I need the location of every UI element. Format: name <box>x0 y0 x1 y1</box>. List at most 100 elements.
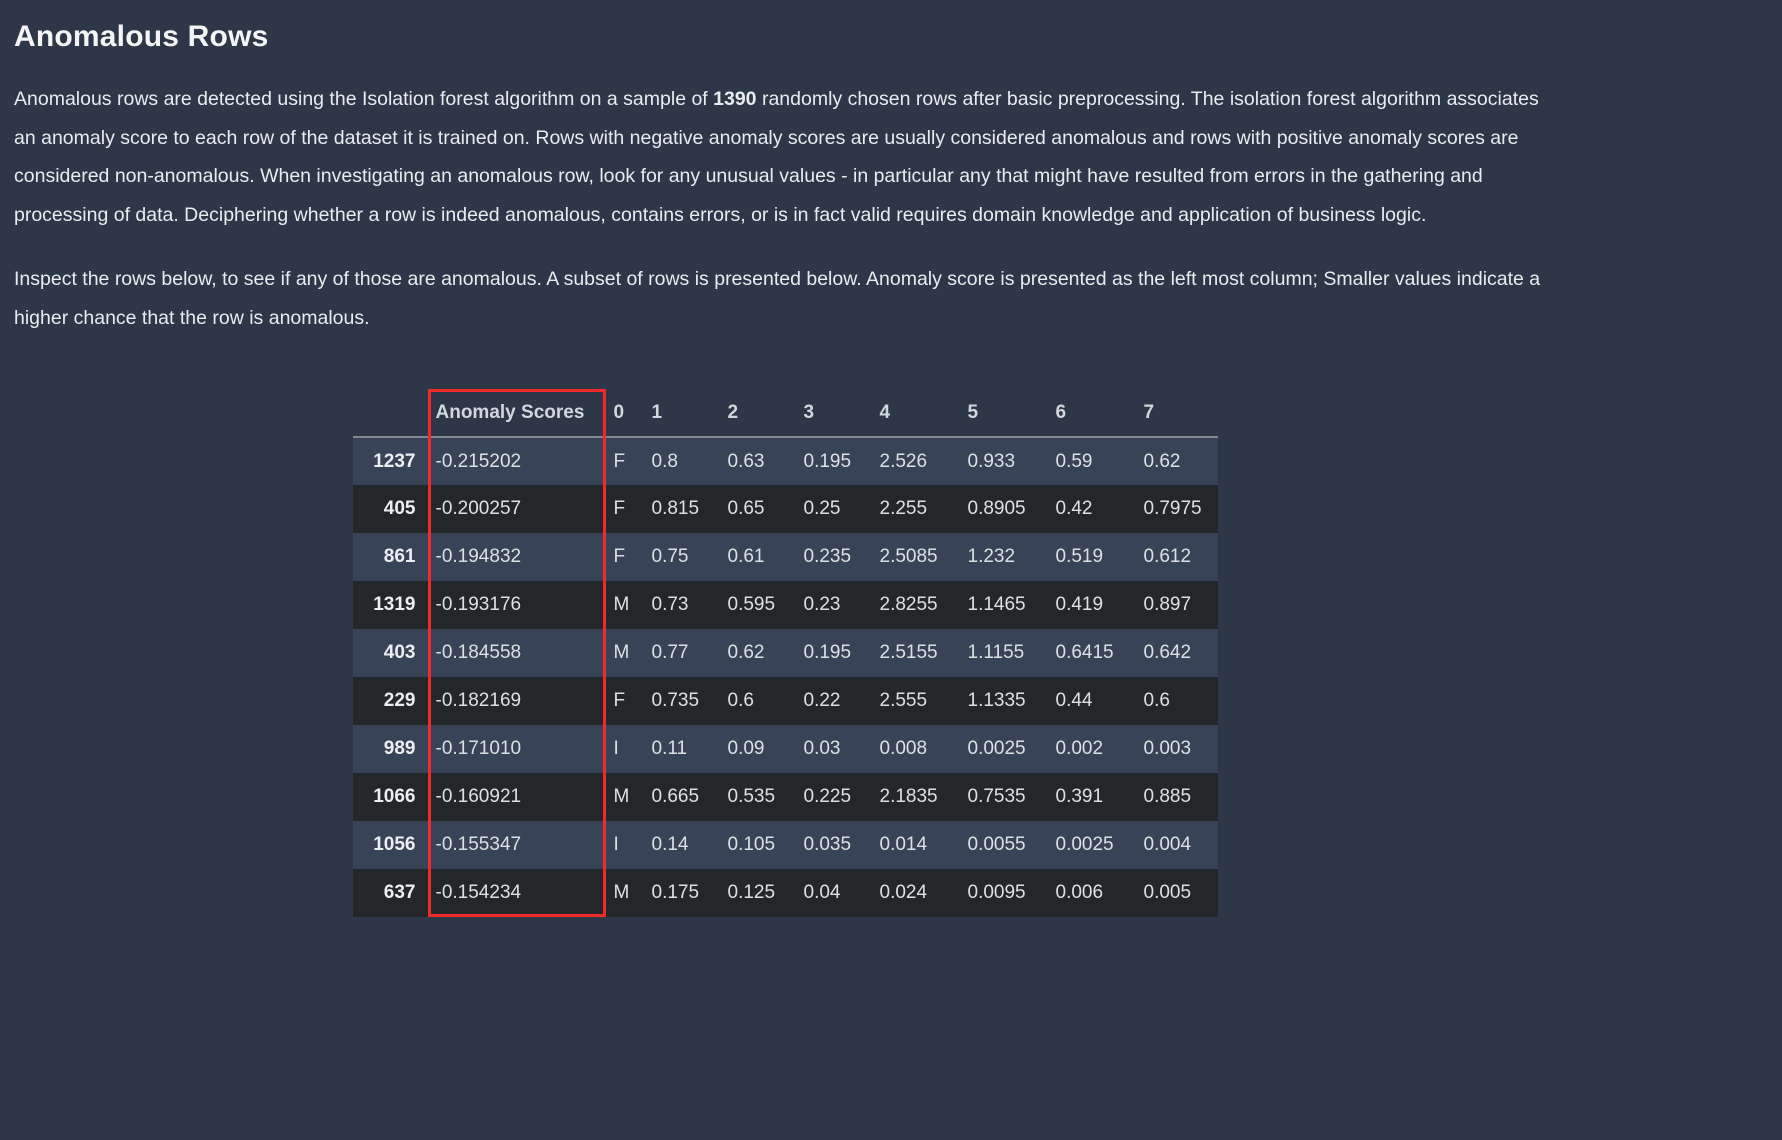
row-index: 637 <box>383 882 416 903</box>
data-cell: M <box>613 594 630 615</box>
anomaly-score-cell: -0.215202 <box>435 450 522 472</box>
data-cell: 0.62 <box>1143 450 1181 472</box>
data-cell: M <box>613 642 630 663</box>
row-index: 861 <box>383 546 416 567</box>
data-cell: 1.232 <box>967 546 1016 567</box>
data-cell: 0.225 <box>803 786 852 807</box>
row-index: 1237 <box>373 450 416 472</box>
data-cell: 0.235 <box>803 546 852 567</box>
anomaly-score-cell: -0.184558 <box>435 642 522 663</box>
instruction-paragraph: Inspect the rows below, to see if any of… <box>14 268 1541 329</box>
anomaly-score-cell: -0.200257 <box>435 498 522 519</box>
data-cell: 0.61 <box>727 546 765 567</box>
data-cell: 0.002 <box>1055 738 1104 759</box>
data-cell: M <box>613 882 630 903</box>
data-cell: 2.8255 <box>879 594 938 615</box>
index-column-header <box>352 389 428 438</box>
data-cell: 0.23 <box>803 594 841 615</box>
data-cell: 0.175 <box>651 882 700 903</box>
data-cell: 0.105 <box>727 834 776 855</box>
data-cell: 0.42 <box>1055 498 1093 519</box>
data-cell: 0.735 <box>651 690 700 711</box>
data-cell: 0.77 <box>651 642 689 663</box>
column-header: 3 <box>795 389 872 438</box>
data-cell: 0.73 <box>651 594 689 615</box>
table-row: 1237 -0.215202 F 0.8 0.63 0.195 2.526 0.933 0.59… <box>352 437 1218 485</box>
table-body: 1237 -0.215202 F 0.8 0.63 0.195 2.526 0.933 0.59… <box>352 437 1218 917</box>
data-cell: 0.933 <box>967 450 1016 472</box>
data-cell: F <box>613 690 626 711</box>
anomaly-score-cell: -0.193176 <box>435 594 522 615</box>
data-cell: 0.59 <box>1055 450 1093 472</box>
table-row: 861 -0.194832 F 0.75 0.61 0.235 2.5085 1.232 0.5… <box>352 533 1218 581</box>
row-index: 229 <box>383 690 416 711</box>
row-index: 405 <box>383 498 416 519</box>
data-cell: 0.008 <box>879 738 928 759</box>
data-cell: 0.005 <box>1143 882 1192 903</box>
data-cell: 0.004 <box>1143 834 1192 855</box>
data-cell: 0.035 <box>803 834 852 855</box>
page-title: Anomalous Rows <box>14 20 269 53</box>
data-cell: 0.0055 <box>967 834 1026 855</box>
anomaly-score-cell: -0.194832 <box>435 546 522 567</box>
data-cell: F <box>613 450 626 472</box>
table-row: 405 -0.200257 F 0.815 0.65 0.25 2.255 0.8905 0.4… <box>352 485 1218 533</box>
column-header: 6 <box>1047 389 1136 438</box>
data-cell: 2.1835 <box>879 786 938 807</box>
data-cell: 0.006 <box>1055 882 1104 903</box>
column-header-anomaly-scores: Anomaly Scores <box>427 389 606 438</box>
data-cell: 2.5085 <box>879 546 938 567</box>
row-index: 1066 <box>373 786 416 807</box>
anomaly-table: Anomaly Scores 0 1 2 3 4 5 6 7 1237 -0.215202 F 0.8… <box>352 389 1218 917</box>
anomaly-score-cell: -0.160921 <box>435 786 522 807</box>
anomaly-score-cell: -0.155347 <box>435 834 522 855</box>
data-cell: 0.11 <box>651 738 688 759</box>
data-cell: F <box>613 498 626 519</box>
data-cell: 0.6415 <box>1055 642 1114 663</box>
column-header: 0 <box>605 389 644 438</box>
data-cell: 0.815 <box>651 498 700 519</box>
data-cell: 0.8905 <box>967 498 1026 519</box>
data-cell: 1.1465 <box>967 594 1026 615</box>
column-header: 5 <box>959 389 1048 438</box>
data-cell: 2.255 <box>879 498 928 519</box>
data-cell: 0.195 <box>803 450 852 472</box>
data-cell: 0.63 <box>727 450 765 472</box>
intro-text-before: Anomalous rows are detected using the Is… <box>14 88 714 110</box>
sample-size-value: 1390 <box>713 88 757 110</box>
data-cell: 0.44 <box>1055 690 1093 711</box>
data-cell: 0.65 <box>727 498 765 519</box>
data-cell: 0.897 <box>1143 594 1192 615</box>
table-row: 1319 -0.193176 M 0.73 0.595 0.23 2.8255 1.1465 0… <box>352 581 1218 629</box>
data-cell: 0.25 <box>803 498 841 519</box>
column-header: 7 <box>1135 389 1218 438</box>
table-row: 1066 -0.160921 M 0.665 0.535 0.225 2.1835 0.753… <box>352 773 1218 821</box>
data-cell: 0.04 <box>803 882 841 903</box>
table-row: 989 -0.171010 I 0.11 0.09 0.03 0.008 0.0025 0.00… <box>352 725 1218 773</box>
intro-text-after: randomly chosen rows after basic preproc… <box>14 88 1539 226</box>
data-cell: 0.003 <box>1143 738 1192 759</box>
data-cell: 0.535 <box>727 786 776 807</box>
data-cell: 2.555 <box>879 690 928 711</box>
data-cell: 0.195 <box>803 642 852 663</box>
row-index: 1319 <box>373 594 416 615</box>
data-cell: I <box>613 738 619 759</box>
data-cell: 0.665 <box>651 786 700 807</box>
content-area: Anomalous Rows Anomalous rows are detect… <box>14 20 1559 917</box>
data-cell: 0.612 <box>1143 546 1192 567</box>
data-cell: I <box>613 834 619 855</box>
anomaly-score-cell: -0.171010 <box>435 738 522 759</box>
data-cell: 2.5155 <box>879 642 938 663</box>
data-cell: 0.22 <box>803 690 841 711</box>
data-cell: M <box>613 786 630 807</box>
data-cell: 0.419 <box>1055 594 1104 615</box>
data-cell: 0.7535 <box>967 786 1026 807</box>
column-header: 1 <box>643 389 720 438</box>
row-index: 403 <box>383 642 416 663</box>
header-row: Anomaly Scores 0 1 2 3 4 5 6 7 <box>352 389 1218 438</box>
intro-paragraph: Anomalous rows are detected using the Is… <box>14 80 1559 234</box>
data-cell: 0.0025 <box>967 738 1026 759</box>
data-cell: 1.1335 <box>967 690 1026 711</box>
data-cell: 0.6 <box>727 690 754 711</box>
